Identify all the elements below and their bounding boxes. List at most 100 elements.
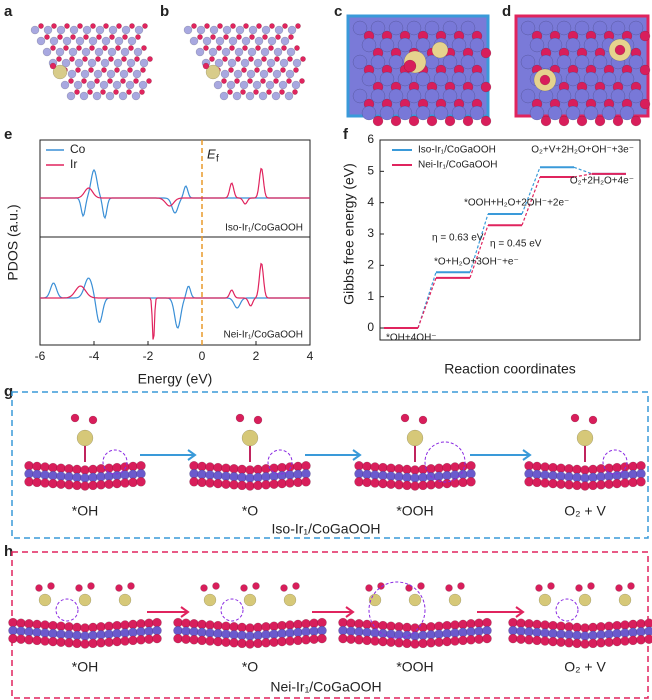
atom [556,637,566,647]
atom [636,627,646,637]
atom [301,627,311,637]
atom [433,71,449,87]
atom [397,71,413,87]
atom [293,619,303,630]
atom [532,461,542,472]
atom [293,627,303,638]
atom [128,635,138,646]
atom [388,54,404,70]
atom [240,89,246,95]
atom [466,477,476,487]
atom [200,584,208,592]
atom [612,462,622,473]
x-tick-label: -4 [89,349,100,363]
atom [112,620,122,631]
atom [128,45,134,51]
atom [628,635,638,646]
atom [482,617,492,628]
atom [197,619,207,630]
atom [245,481,255,491]
atom [539,74,551,86]
annotation: η = 0.63 eV [432,233,484,244]
atom [57,34,63,40]
atom [56,56,62,62]
x-tick-label: -6 [35,349,46,363]
atom [317,625,327,636]
atom [442,636,452,647]
atom [79,91,89,101]
atom [152,625,162,636]
atom [288,34,294,40]
atom [173,633,183,644]
atom [604,471,614,481]
atom [532,477,542,488]
atom [32,469,42,480]
atom [205,636,215,646]
atom [152,617,162,628]
atom [524,619,534,629]
atom [88,36,98,46]
atom [354,635,364,645]
atom [261,480,271,490]
atom [274,56,280,62]
atom [144,626,154,636]
atom [556,88,572,104]
atom [397,105,413,121]
atom [74,58,84,68]
atom [415,37,431,53]
atom [112,478,122,489]
atom [587,582,595,590]
atom [370,462,380,472]
atom [538,593,552,607]
atom [612,628,622,639]
atom [628,477,638,488]
atom [370,54,386,70]
atom [88,480,98,491]
atom [235,25,245,35]
atom [38,593,52,607]
atom [88,415,98,425]
atom [86,80,96,90]
step-label: *OH [72,503,98,519]
atom [403,59,417,73]
atom [101,67,107,73]
atom [266,89,272,95]
atom [620,620,630,630]
atom [96,464,106,474]
atom [410,623,420,633]
atom [445,584,453,592]
atom [354,627,364,637]
atom [338,617,348,628]
atom [136,469,146,479]
connector [469,225,489,279]
atom [30,25,40,35]
atom [220,69,230,79]
atom [466,627,476,637]
atom [538,20,554,36]
atom [402,630,412,641]
atom [96,34,102,40]
atom [72,480,82,491]
atom [40,636,50,646]
atom [32,635,42,646]
atom [261,472,271,482]
atom [120,78,126,84]
atom [285,620,295,630]
atom [628,619,638,630]
atom [96,472,106,482]
atom [78,593,92,607]
atom [106,69,116,79]
atom [286,78,292,84]
atom [42,47,52,57]
atom [136,461,146,471]
atom [410,639,420,649]
atom [112,462,122,473]
atom [203,45,209,51]
atom [612,115,624,127]
atom [548,470,558,481]
atom [594,115,606,127]
atom [253,472,263,483]
atom [524,477,534,487]
y-tick-label: 2 [367,258,374,272]
atom [378,620,388,631]
